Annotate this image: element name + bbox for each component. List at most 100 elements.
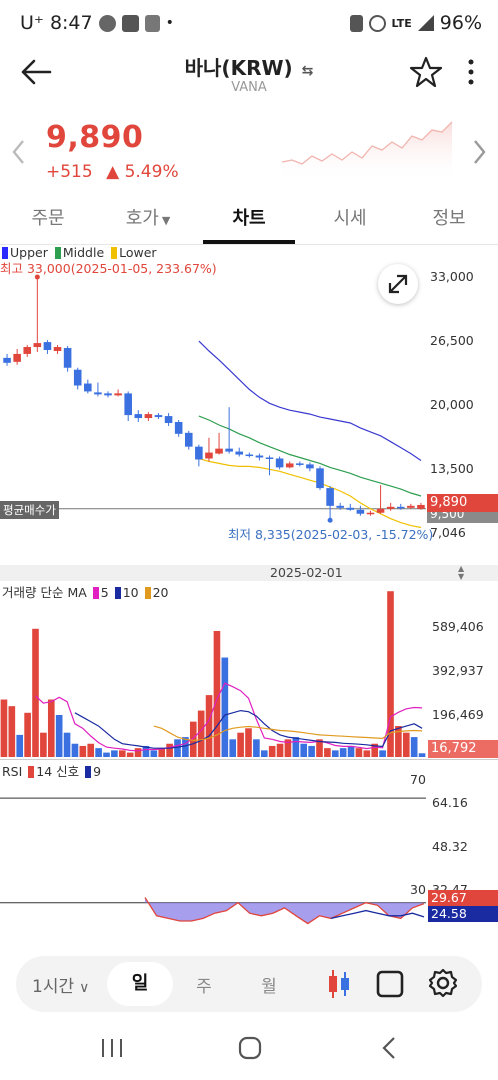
y-tick-label: 26,500 [430, 333, 474, 348]
chevron-down-icon: ∨ [79, 980, 90, 996]
volume-bar [24, 712, 31, 757]
caret-down-icon: ▼ [161, 214, 171, 227]
expand-button[interactable] [378, 264, 418, 304]
candle-body [215, 448, 223, 454]
volume-bar [118, 750, 126, 757]
candle-body [3, 357, 11, 363]
volume-bar [0, 699, 8, 757]
avg-buy-badge: 평균매수가 [0, 501, 59, 519]
volume-bar [205, 695, 213, 757]
sort-arrows-icon[interactable]: ▲ ▼ [458, 564, 465, 581]
upper-swatch [2, 247, 8, 259]
interval-select[interactable]: 1시간 ∨ [32, 972, 89, 997]
period-week-button[interactable]: 주 [196, 977, 212, 997]
page-title: 바나(KRW) [184, 56, 293, 80]
volume-bar [229, 739, 237, 757]
tab-chart[interactable]: 차트 [232, 208, 266, 229]
tab-info[interactable]: 정보 [432, 208, 466, 229]
chevron-right-icon[interactable] [470, 138, 488, 166]
candle-type-icon[interactable] [326, 968, 352, 1000]
current-price: 9,890 [46, 120, 144, 155]
clock: 8:47 [49, 12, 93, 34]
candle-body [124, 393, 132, 416]
volume-bar [371, 743, 379, 757]
volume-bar [324, 748, 331, 757]
date-bar: 2025-02-01 ▲ ▼ [0, 565, 498, 581]
rsi-chart-svg [0, 797, 426, 925]
candle-body [316, 468, 324, 489]
candle-body [296, 463, 304, 465]
low-annotation: 최저 8,335(2025-02-03, -15.72%) [228, 527, 434, 542]
high-marker [34, 274, 40, 280]
ma5-label: 5 [100, 585, 109, 600]
volume-bar [174, 739, 181, 757]
rsi-legend-title: RSI [2, 764, 23, 779]
period-day-button[interactable]: 일 [107, 962, 173, 1006]
candle-body [346, 507, 355, 510]
signal-current-tag: 24.58 [428, 906, 498, 922]
volume-bar [395, 726, 402, 757]
tab-order[interactable]: 주문 [31, 208, 65, 229]
volume-legend-title: 거래량 단순 MA [2, 585, 87, 600]
interval-label: 1시간 [32, 977, 75, 997]
symbol-label: VANA [231, 80, 267, 95]
volume-bar [126, 752, 134, 757]
candle-body [23, 347, 32, 354]
volume-bar [189, 721, 197, 757]
chevron-left-icon[interactable] [10, 138, 28, 166]
back-arrow-icon[interactable] [20, 58, 52, 86]
volume-ma10-line [74, 709, 423, 749]
star-icon[interactable] [410, 56, 442, 88]
signal-icon [417, 15, 434, 31]
price-change-pct: ▲ 5.49% [106, 162, 179, 182]
candle-body [376, 508, 385, 513]
volume-bar [237, 732, 244, 757]
rsi-param-label: 14 신호 [36, 764, 80, 779]
recent-apps-icon[interactable] [100, 1036, 124, 1060]
volume-bar [134, 748, 142, 757]
tab-market[interactable]: 시세 [333, 208, 367, 229]
candle-body [195, 446, 203, 460]
alarm-icon [368, 14, 386, 32]
candle-body [326, 488, 334, 506]
gear-icon[interactable] [428, 968, 458, 998]
talk-icon [98, 14, 116, 32]
mini-sparkline [281, 121, 453, 182]
ma20-label: 20 [152, 585, 169, 600]
more-menu-icon[interactable] [466, 58, 476, 86]
candle-body [366, 512, 375, 515]
y-tick-label: 48.32 [432, 839, 468, 854]
period-month-button[interactable]: 월 [261, 977, 277, 997]
high-annotation: 최고 33,000(2025-01-05, 233.67%) [0, 261, 217, 276]
chart-controls: 1시간 ∨ 일 주 월 [16, 956, 482, 1012]
volume-bar [8, 706, 16, 757]
volume-bar [150, 750, 158, 757]
home-icon[interactable] [238, 1036, 262, 1060]
price-chart[interactable]: Upper Middle Lower 최고 33,000(2025-01-05,… [0, 244, 498, 566]
tab-bar: 주문 호가 ▼ 차트 시세 정보 [0, 194, 498, 245]
legend-middle: Middle [62, 245, 105, 260]
volume-bar [103, 752, 110, 757]
volume-bar [253, 739, 260, 757]
back-nav-icon[interactable] [380, 1036, 400, 1060]
pencil-icon [144, 14, 160, 32]
volume-chart[interactable]: 거래량 단순 MA 5 10 20 589,406 392,937 196,46… [0, 581, 498, 759]
price-summary: 9,890 +515 ▲ 5.49% [0, 112, 498, 192]
rsi-line [144, 897, 425, 925]
candle-body [73, 369, 82, 386]
volume-bar [300, 743, 308, 757]
lock-icon [349, 14, 363, 32]
swap-icon[interactable]: ⇆ [301, 63, 314, 79]
rsi-chart[interactable]: RSI 14 신호 9 70 30 64.16 48.32 32.47 29.6… [0, 759, 498, 940]
network-label: LTE [391, 16, 412, 30]
candle-body [134, 414, 143, 419]
candle-body [336, 505, 344, 508]
volume-bar [213, 631, 221, 757]
volume-bar [339, 748, 347, 757]
volume-bar [197, 710, 205, 757]
y-tick-label: 13,500 [430, 461, 474, 476]
candle-body [184, 432, 193, 447]
drawing-tool-icon[interactable] [376, 970, 404, 998]
candle-body [407, 505, 415, 508]
tab-orderbook[interactable]: 호가 ▼ [108, 204, 188, 230]
